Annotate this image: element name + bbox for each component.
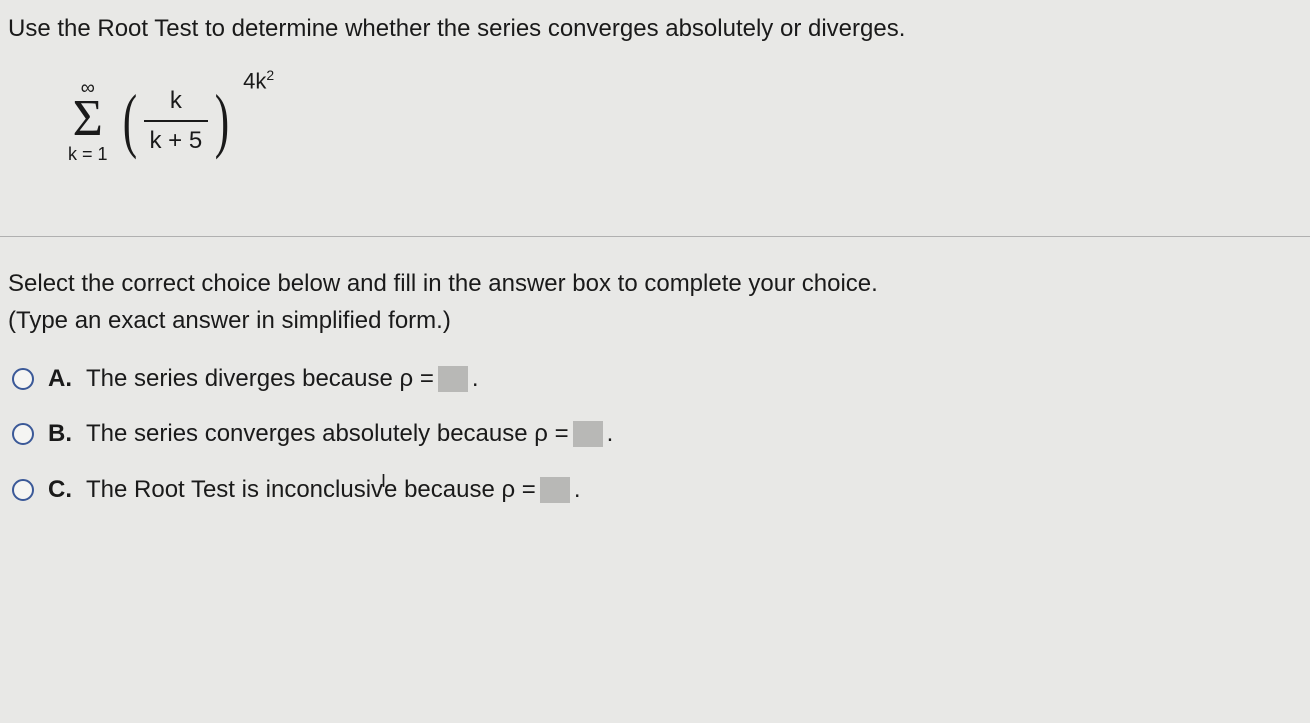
series-formula: ∞ Σ k = 1 ( k k + 5 ) 4k2	[68, 66, 1302, 176]
term-expression: ( k k + 5 ) 4k2	[118, 84, 235, 157]
instruction-line-1: Select the correct choice below and fill…	[8, 267, 1302, 301]
exponent: 4k2	[243, 66, 274, 97]
right-paren: )	[215, 92, 229, 150]
answer-box-b[interactable]	[573, 421, 603, 447]
sigma-symbol: Σ	[73, 96, 103, 143]
sigma-lower-limit: k = 1	[68, 145, 108, 163]
choice-a-letter: A.	[48, 362, 72, 396]
choice-b[interactable]: B. The series converges absolutely becau…	[12, 417, 1302, 451]
answer-box-c[interactable]	[540, 477, 570, 503]
fraction-denominator: k + 5	[144, 122, 209, 158]
choice-c[interactable]: C. The Root Test is inconclusivIe becaus…	[12, 473, 1302, 507]
choice-c-text: The Root Test is inconclusivIe because ρ…	[86, 473, 580, 507]
text-cursor-icon: I	[381, 469, 386, 494]
left-paren: (	[122, 92, 136, 150]
choice-a-text: The series diverges because ρ = .	[86, 362, 479, 396]
question-prompt: Use the Root Test to determine whether t…	[8, 12, 1302, 46]
radio-c[interactable]	[12, 479, 34, 501]
answer-box-a[interactable]	[438, 366, 468, 392]
radio-a[interactable]	[12, 368, 34, 390]
sigma-notation: ∞ Σ k = 1	[68, 78, 108, 163]
section-divider	[0, 236, 1310, 237]
choice-b-letter: B.	[48, 417, 72, 451]
choice-a[interactable]: A. The series diverges because ρ = .	[12, 362, 1302, 396]
choice-b-text: The series converges absolutely because …	[86, 417, 613, 451]
radio-b[interactable]	[12, 423, 34, 445]
choice-c-letter: C.	[48, 473, 72, 507]
instruction-line-2: (Type an exact answer in simplified form…	[8, 304, 1302, 338]
fraction: k k + 5	[144, 84, 209, 157]
fraction-numerator: k	[164, 84, 188, 120]
